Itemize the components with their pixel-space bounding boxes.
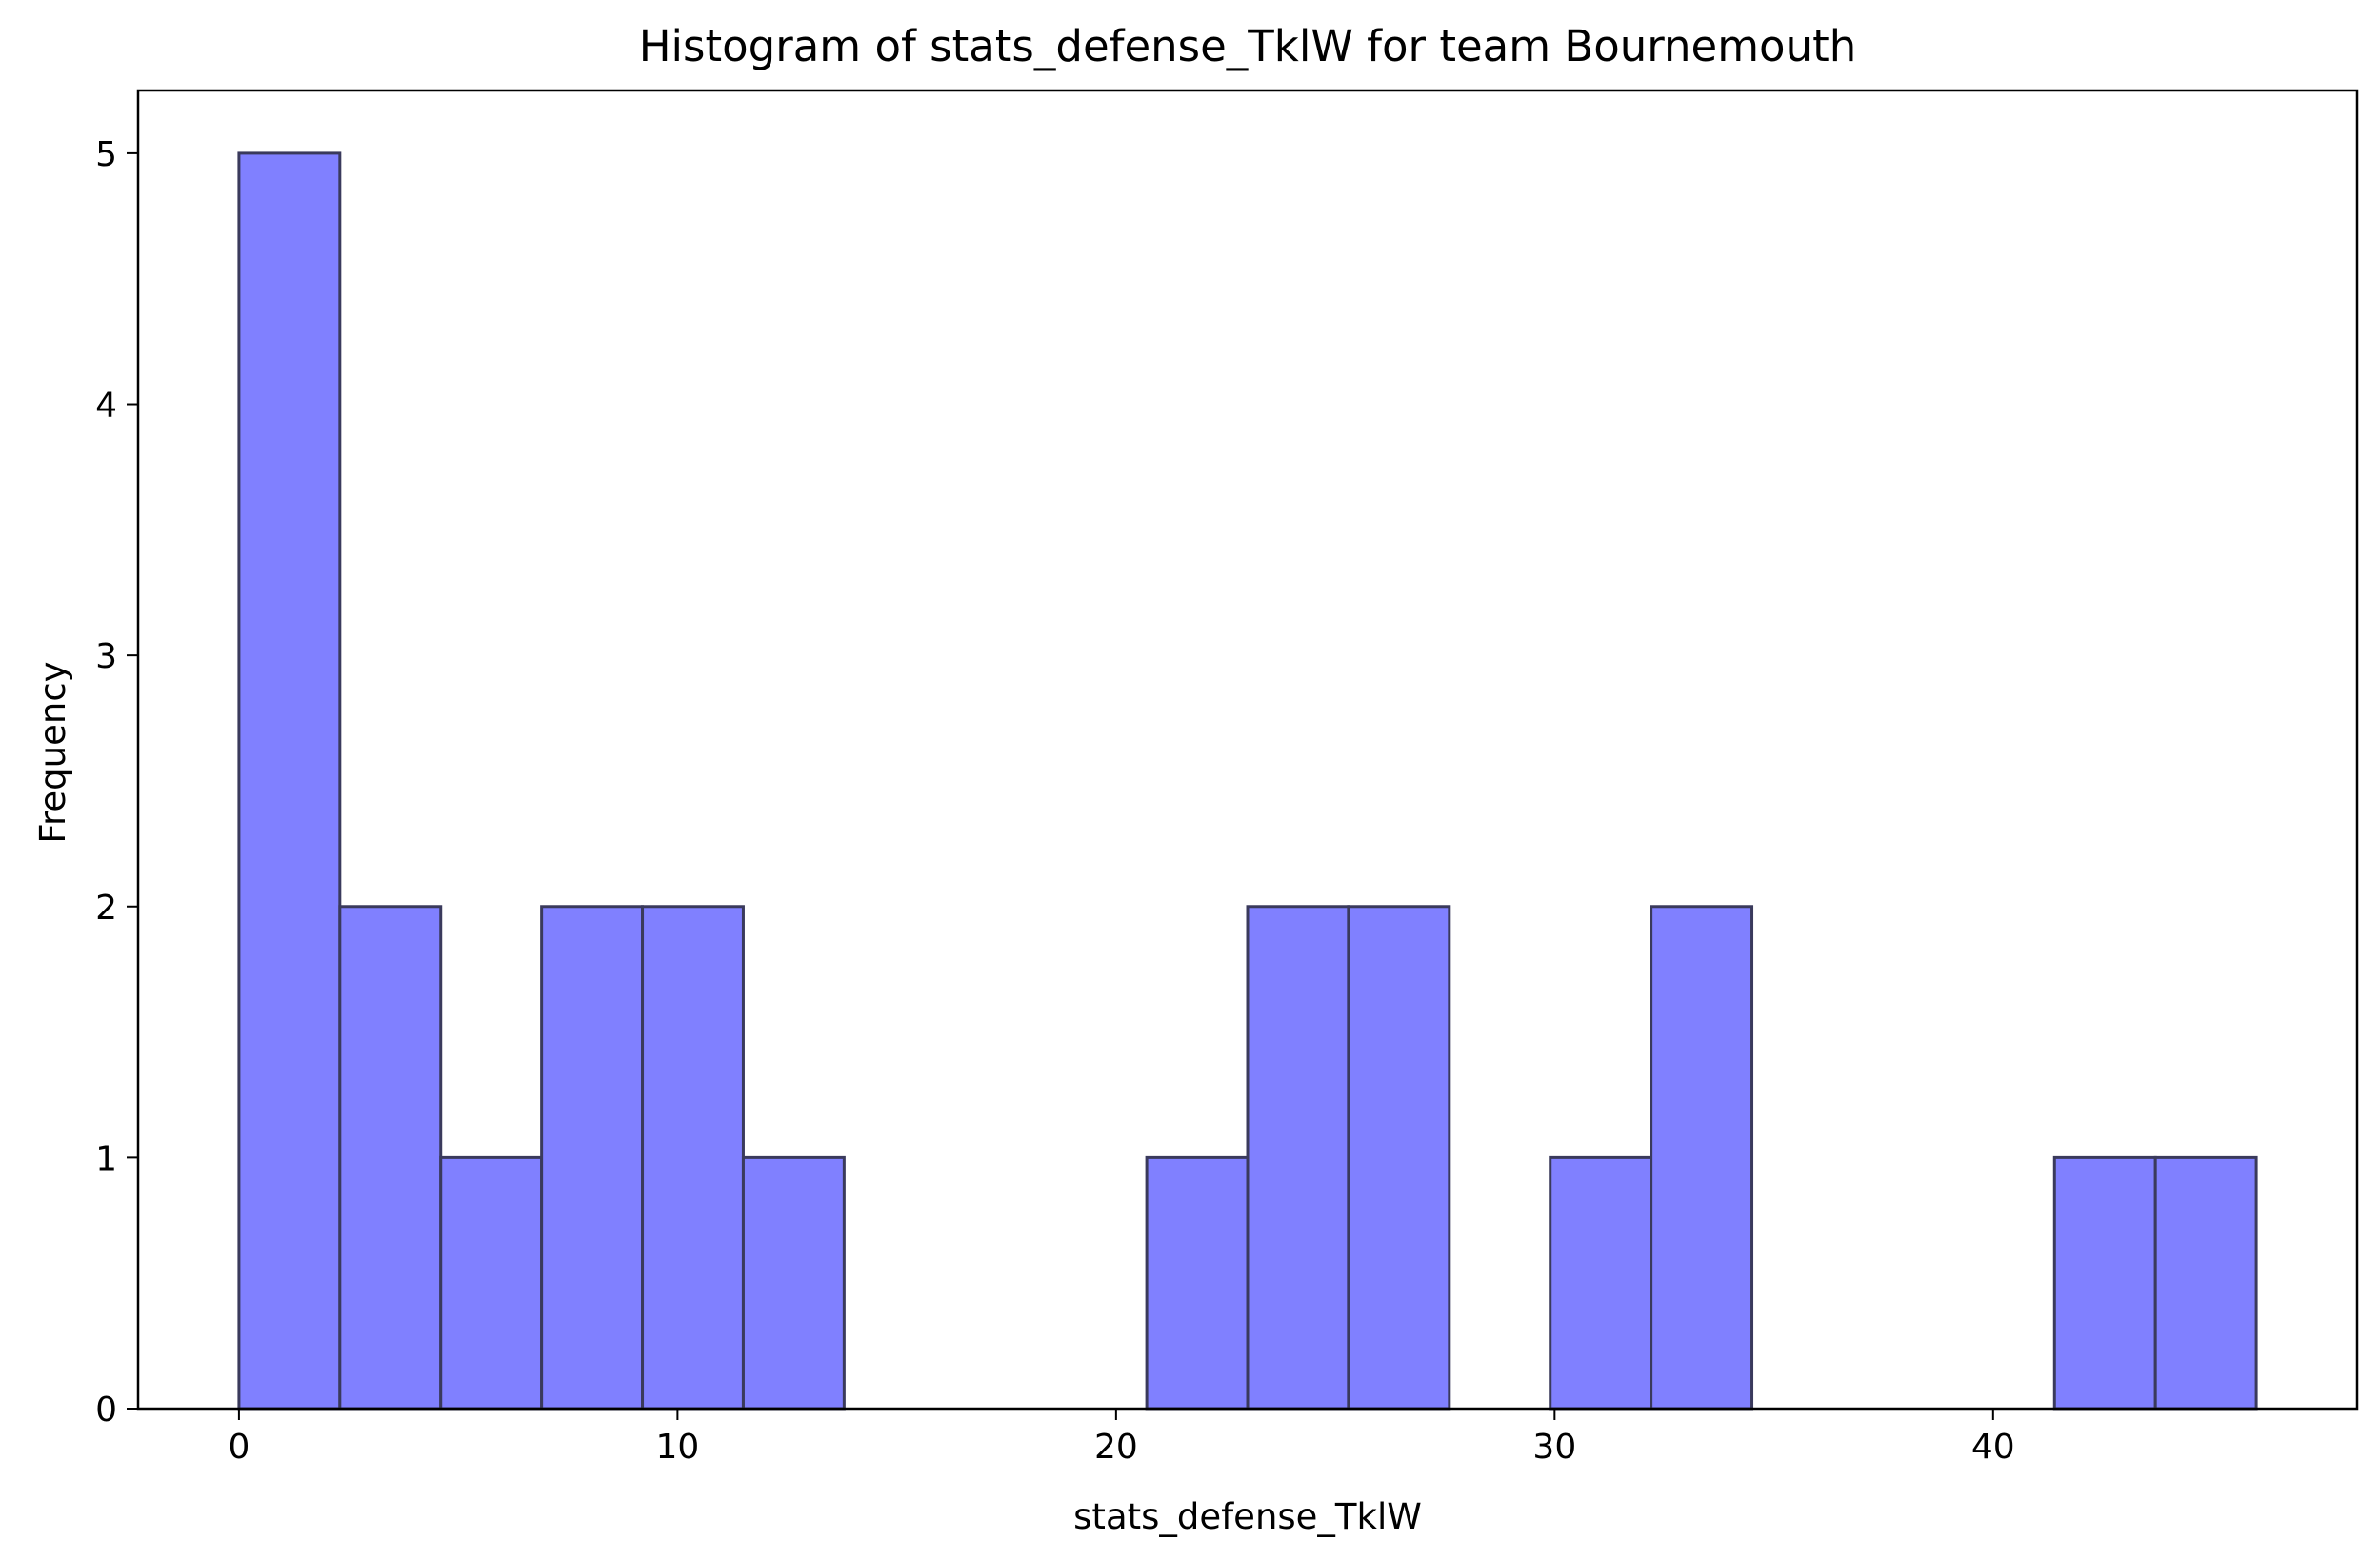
histogram-bar xyxy=(1650,905,1754,1411)
histogram-bar xyxy=(338,905,443,1411)
histogram-bar xyxy=(2153,1155,2258,1411)
x-axis-label: stats_defense_TklW xyxy=(1073,1496,1422,1537)
x-tick-label: 0 xyxy=(228,1428,250,1467)
y-tick-label: 2 xyxy=(95,889,117,928)
chart-title: Histogram of stats_defense_TklW for team… xyxy=(639,21,1857,71)
x-tick-label: 40 xyxy=(1971,1428,2015,1467)
y-tick-label: 4 xyxy=(95,387,117,426)
histogram-bar xyxy=(237,151,342,1411)
histogram-bar xyxy=(1347,905,1451,1411)
y-tick-label: 5 xyxy=(95,135,117,174)
histogram-bar xyxy=(1145,1155,1250,1411)
plot-area-frame xyxy=(136,89,2359,1411)
histogram-bar xyxy=(1246,905,1350,1411)
histogram-bar xyxy=(540,905,645,1411)
y-axis-ticks: 0 1 2 3 4 5 xyxy=(95,135,138,1430)
histogram-bar xyxy=(2052,1155,2157,1411)
y-axis-label: Frequency xyxy=(32,661,73,843)
histogram-bars xyxy=(237,151,2258,1411)
y-tick-label: 1 xyxy=(95,1139,117,1178)
histogram-bar xyxy=(439,1155,544,1411)
x-axis-ticks: 0 10 20 30 40 xyxy=(228,1409,2015,1467)
histogram-bar xyxy=(741,1155,846,1411)
y-tick-label: 0 xyxy=(95,1391,117,1430)
y-tick-label: 3 xyxy=(95,637,117,676)
x-tick-label: 10 xyxy=(655,1428,699,1467)
histogram-bar xyxy=(641,905,745,1411)
x-tick-label: 30 xyxy=(1532,1428,1576,1467)
histogram-bar xyxy=(1549,1155,1653,1411)
x-tick-label: 20 xyxy=(1094,1428,1138,1467)
